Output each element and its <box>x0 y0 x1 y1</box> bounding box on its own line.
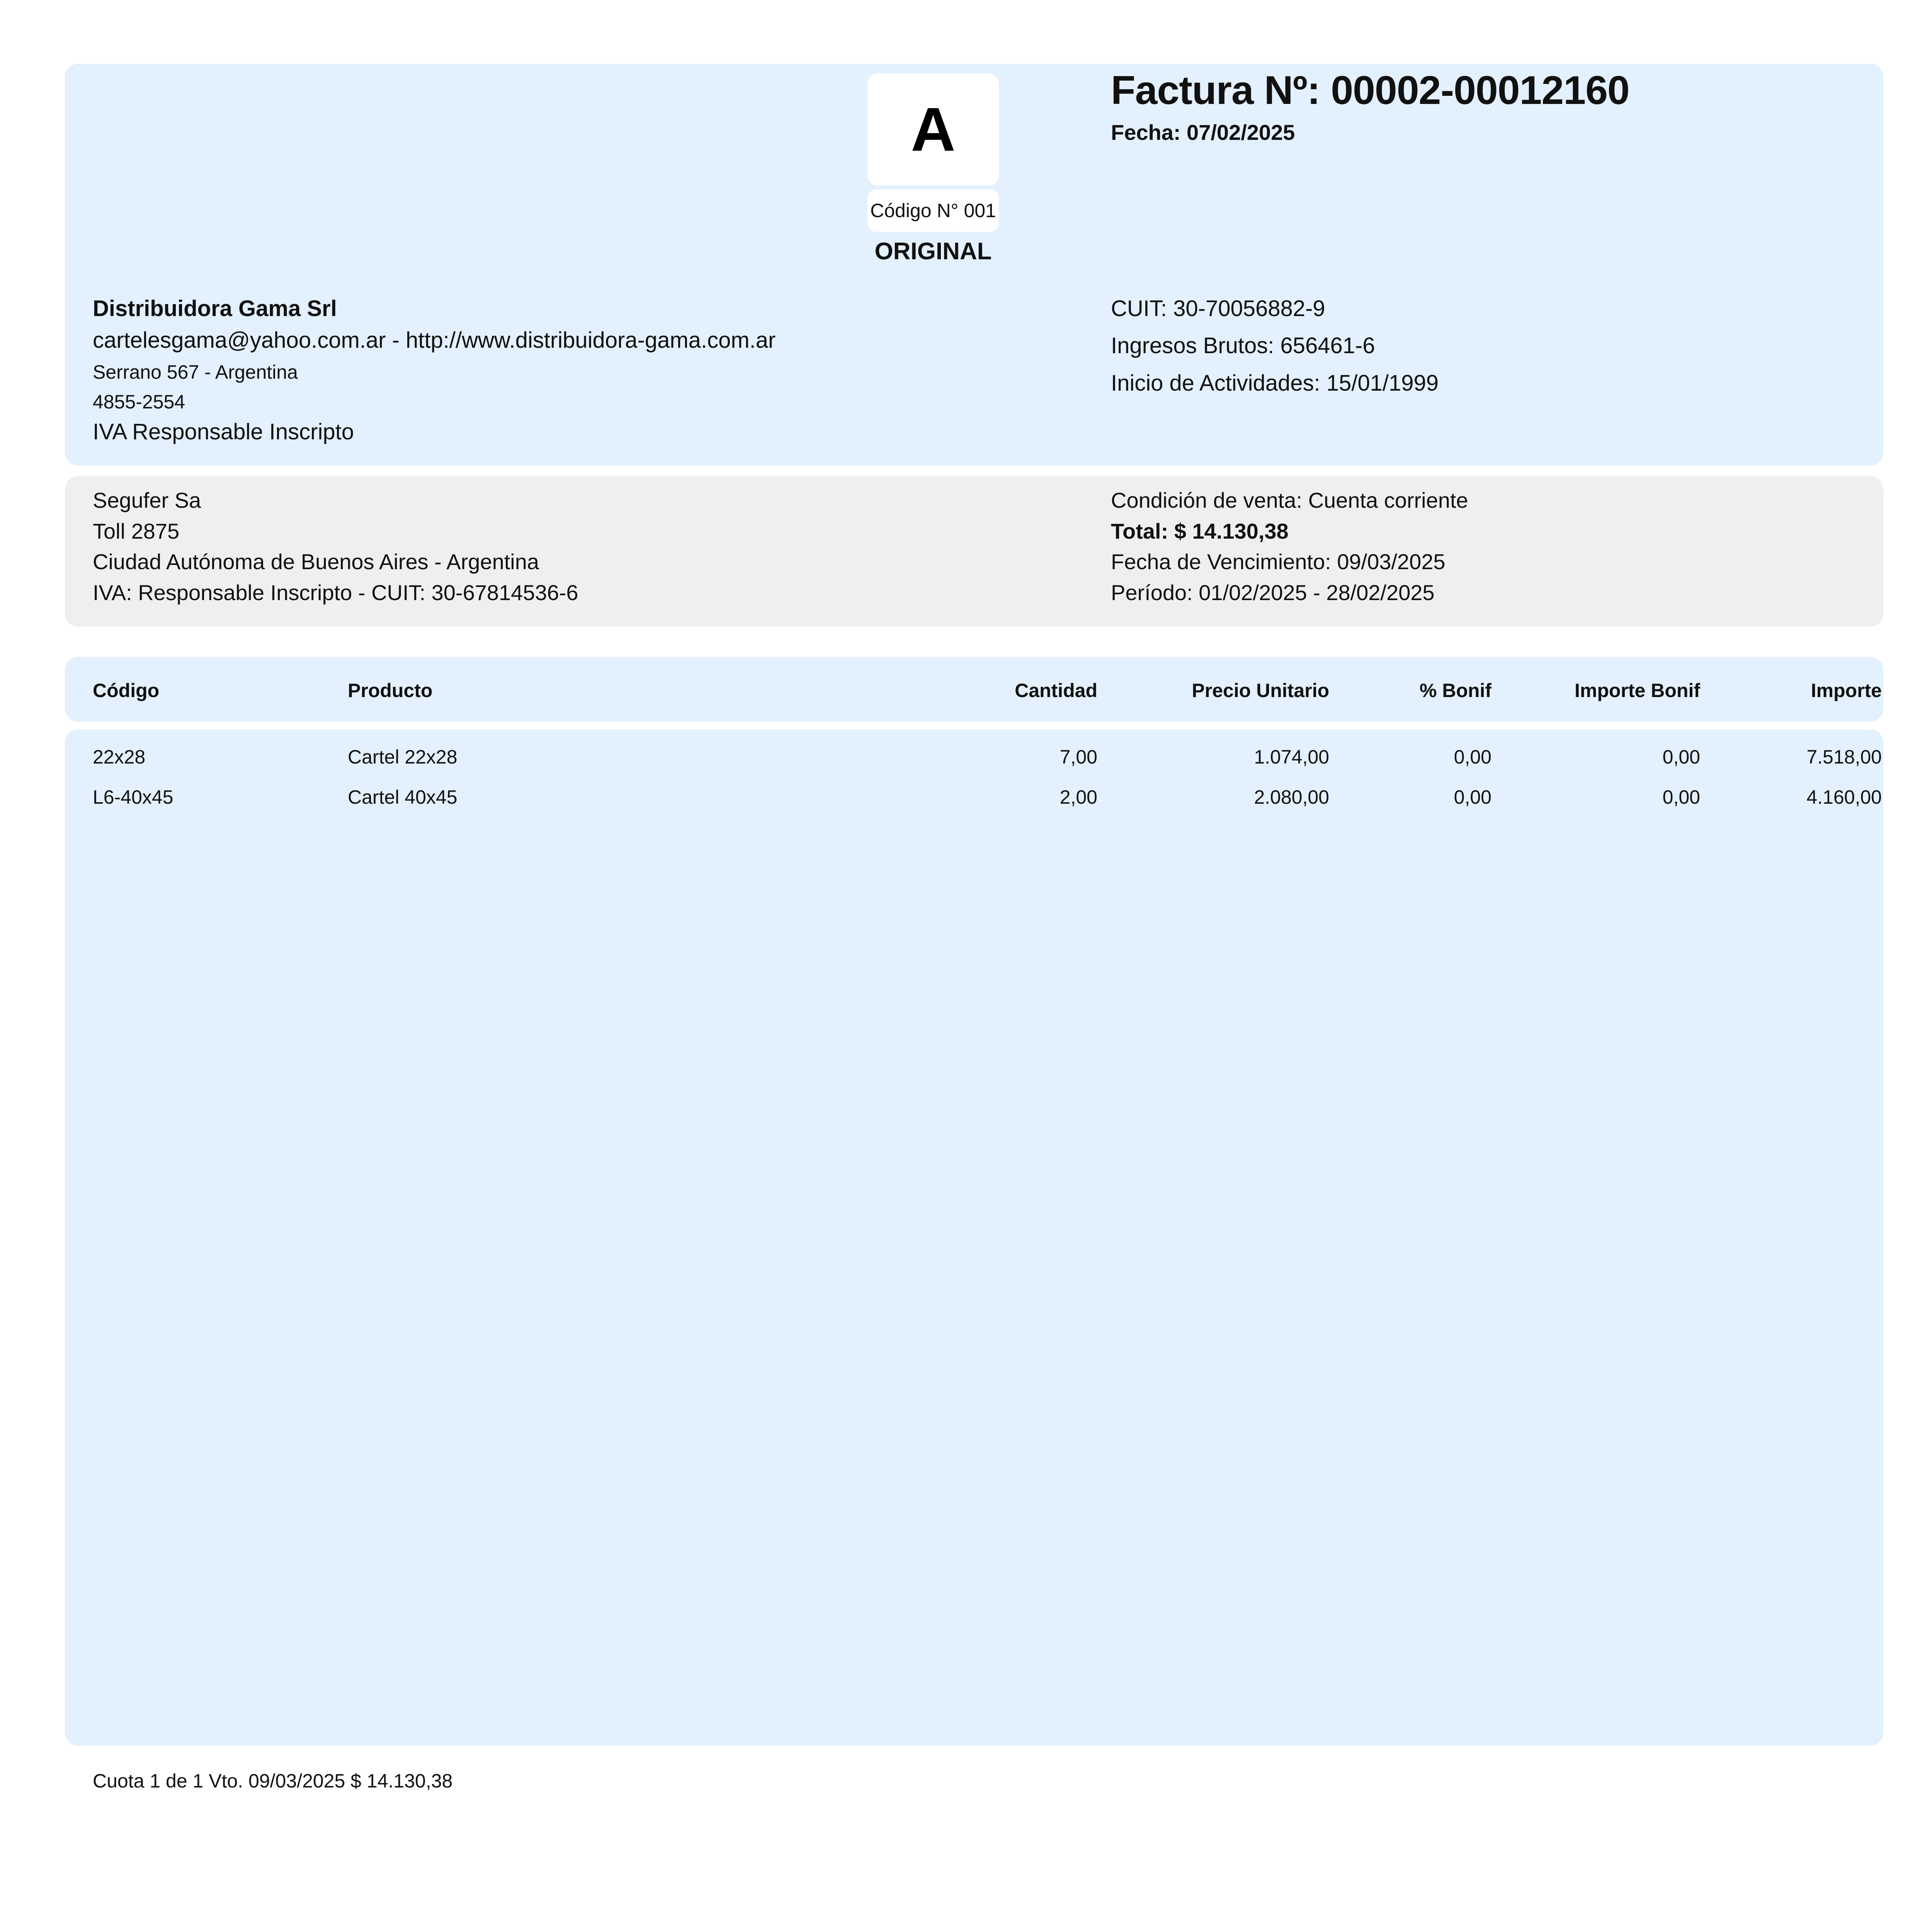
sale-period: Período: 01/02/2025 - 28/02/2025 <box>1111 580 1435 605</box>
column-header-importe: Importe <box>1811 680 1882 701</box>
issuer-inicio-actividades: Inicio de Actividades: 15/01/1999 <box>1111 370 1439 396</box>
column-header-codigo: Código <box>93 680 160 701</box>
issuer-ingresos-brutos: Ingresos Brutos: 656461-6 <box>1111 333 1375 359</box>
item-pct-bonif: 0,00 <box>1454 746 1492 768</box>
issuer-block: Distribuidora Gama Srl cartelesgama@yaho… <box>93 296 776 445</box>
item-cantidad: 7,00 <box>1060 746 1097 768</box>
item-producto: Cartel 22x28 <box>348 746 457 768</box>
item-producto: Cartel 40x45 <box>348 786 457 808</box>
page-title: Factura Nº: 00002-00012160 <box>1111 68 1630 113</box>
invoice-letter-card: A <box>867 73 999 185</box>
invoice-letter: A <box>911 95 956 164</box>
item-codigo: 22x28 <box>93 746 146 768</box>
sale-due-date: Fecha de Vencimiento: 09/03/2025 <box>1111 549 1446 574</box>
sale-conditions-block: Condición de venta: Cuenta corriente Tot… <box>1111 485 1468 608</box>
column-header-precio-unitario: Precio Unitario <box>1192 680 1329 701</box>
item-pct-bonif: 0,00 <box>1454 786 1492 808</box>
column-header-producto: Producto <box>348 680 433 701</box>
item-cantidad: 2,00 <box>1060 786 1097 808</box>
issuer-name: Distribuidora Gama Srl <box>93 296 337 321</box>
item-importe: 4.160,00 <box>1806 786 1882 808</box>
item-precio-unitario: 2.080,00 <box>1254 786 1329 808</box>
sale-total: Total: $ 14.130,38 <box>1111 519 1289 543</box>
issuer-address: Serrano 567 - Argentina <box>93 361 298 383</box>
item-importe-bonif: 0,00 <box>1662 786 1700 808</box>
item-importe-bonif: 0,00 <box>1662 746 1700 768</box>
issuer-contact: cartelesgama@yahoo.com.ar - http://www.d… <box>93 328 776 353</box>
copy-type-label: ORIGINAL <box>874 238 992 265</box>
items-header-panel <box>65 657 1883 722</box>
items-body-panel <box>65 730 1883 1746</box>
column-header-pct-bonif: % Bonif <box>1419 680 1492 701</box>
client-city: Ciudad Autónoma de Buenos Aires - Argent… <box>93 549 539 574</box>
items-table-header: Código Producto Cantidad Precio Unitario… <box>65 679 1883 702</box>
client-tax-info: IVA: Responsable Inscripto - CUIT: 30-67… <box>93 580 578 605</box>
client-panel <box>65 476 1883 627</box>
sale-condition: Condición de venta: Cuenta corriente <box>1111 488 1468 512</box>
invoice-codigo-label: Código N° 001 <box>870 200 996 221</box>
column-header-importe-bonif: Importe Bonif <box>1575 680 1700 701</box>
item-importe: 7.518,00 <box>1806 746 1882 768</box>
issuer-iva-condition: IVA Responsable Inscripto <box>93 419 354 444</box>
column-header-cantidad: Cantidad <box>1015 680 1097 701</box>
issuer-phone: 4855-2554 <box>93 391 185 413</box>
item-precio-unitario: 1.074,00 <box>1254 746 1329 768</box>
invoice-codigo-card: Código N° 001 <box>867 189 999 232</box>
items-table-body: 22x28 Cartel 22x28 7,00 1.074,00 0,00 0,… <box>65 746 1883 826</box>
invoice-date: Fecha: 07/02/2025 <box>1111 120 1295 145</box>
item-codigo: L6-40x45 <box>93 786 173 808</box>
client-block: Segufer Sa Toll 2875 Ciudad Autónoma de … <box>93 485 578 608</box>
client-name: Segufer Sa <box>93 488 201 512</box>
issuer-cuit: CUIT: 30-70056882-9 <box>1111 296 1325 321</box>
client-address: Toll 2875 <box>93 519 180 543</box>
installment-line: Cuota 1 de 1 Vto. 09/03/2025 $ 14.130,38 <box>93 1770 453 1792</box>
issuer-fiscal-block: CUIT: 30-70056882-9 Ingresos Brutos: 656… <box>1111 296 1439 407</box>
